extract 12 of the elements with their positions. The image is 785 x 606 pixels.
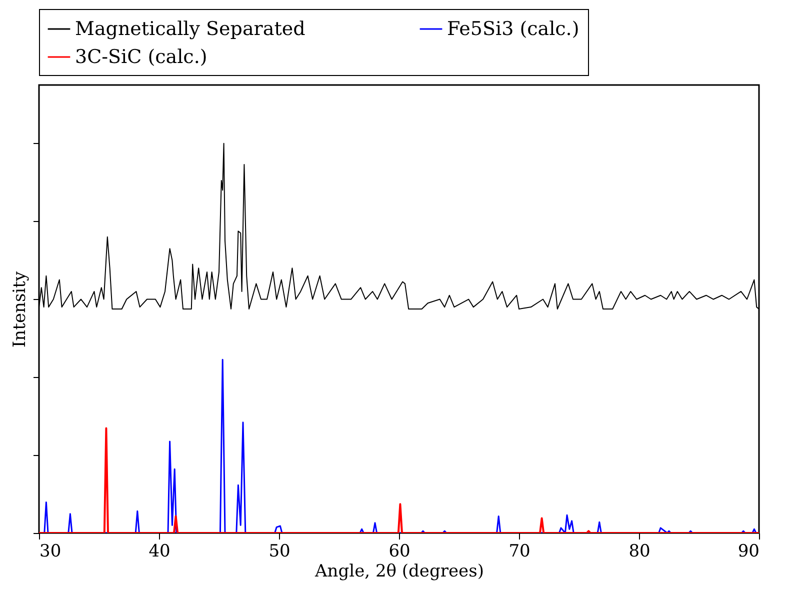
legend-label: Magnetically Separated [75, 18, 306, 40]
x-tick-label: 50 [268, 542, 290, 562]
x-tick-label: 90 [738, 542, 760, 562]
x-tick-label: 80 [628, 542, 650, 562]
legend-label: 3C-SiC (calc.) [75, 46, 208, 68]
x-tick-label: 60 [388, 542, 410, 562]
legend-label: Fe5Si3 (calc.) [447, 18, 580, 40]
y-axis-title: Intensity [10, 271, 30, 348]
x-axis-title: Angle, 2θ (degrees) [314, 562, 484, 582]
x-tick-label: 40 [148, 542, 170, 562]
x-tick-label: 30 [40, 542, 62, 562]
x-tick-label: 70 [508, 542, 530, 562]
